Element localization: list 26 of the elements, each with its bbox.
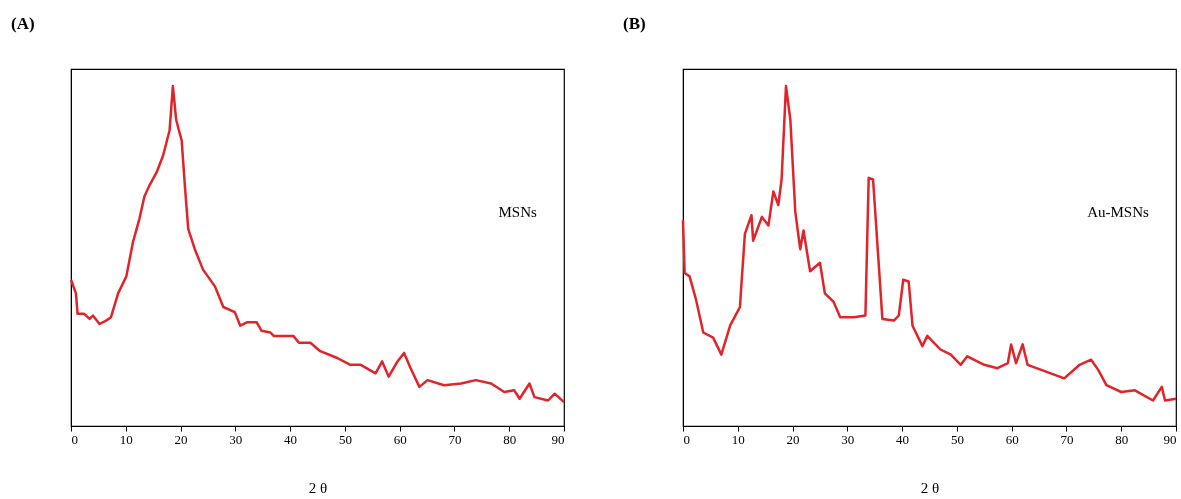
chart-title: (B): [623, 14, 646, 33]
x-tick-label: 20: [174, 431, 188, 447]
x-tick-label: 90: [551, 431, 565, 447]
x-tick-label: 80: [1115, 431, 1129, 447]
x-tick-label: 50: [338, 431, 352, 447]
x-tick-label: 70: [448, 431, 462, 447]
x-tick-label: 0: [683, 431, 690, 447]
x-tick-label: 10: [119, 431, 133, 447]
x-tick-label: 20: [786, 431, 800, 447]
x-tick-label: 90: [1163, 431, 1177, 447]
x-tick-label: 10: [731, 431, 745, 447]
x-tick-label: 40: [284, 431, 298, 447]
text: MSNs: [498, 203, 538, 220]
x-tick-label: 70: [1060, 431, 1074, 447]
text: Au-MSNs: [1087, 203, 1150, 220]
x-tick-label: 0: [71, 431, 78, 447]
x-axis-title: 2 θ: [308, 479, 328, 496]
chart-title: (A): [11, 14, 35, 33]
x-tick-label: 30: [229, 431, 243, 447]
x-tick-label: 50: [950, 431, 964, 447]
x-axis-title: 2 θ: [920, 479, 940, 496]
x-tick-label: 80: [503, 431, 517, 447]
x-tick-label: 60: [1005, 431, 1019, 447]
x-tick-label: 60: [393, 431, 407, 447]
x-tick-label: 40: [896, 431, 910, 447]
x-tick-label: 30: [841, 431, 855, 447]
